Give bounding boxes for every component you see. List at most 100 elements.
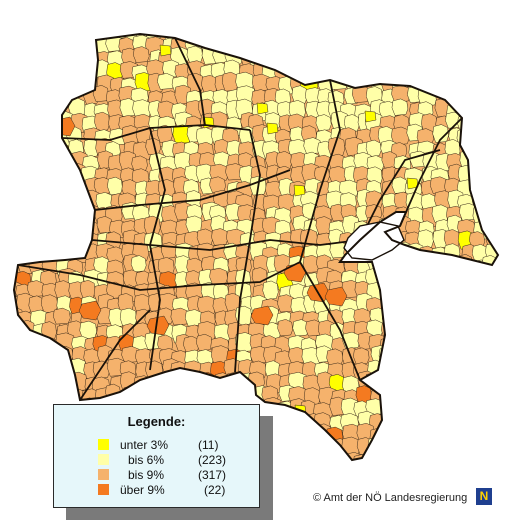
municipality: [29, 34, 47, 53]
municipality: [28, 116, 45, 136]
municipality: [486, 464, 504, 481]
municipality: [130, 255, 147, 273]
municipality: [302, 34, 320, 52]
municipality: [248, 34, 268, 54]
municipality: [145, 376, 164, 397]
municipality: [382, 37, 403, 54]
municipality: [106, 246, 125, 264]
municipality: [501, 271, 518, 291]
municipality: [28, 219, 45, 240]
legend-count: (11): [198, 438, 219, 452]
municipality: [382, 294, 401, 312]
municipality: [432, 76, 452, 94]
municipality: [14, 397, 19, 415]
municipality: [486, 347, 498, 367]
municipality: [496, 179, 498, 199]
municipality: [58, 219, 77, 238]
municipality: [420, 34, 437, 51]
municipality: [485, 360, 498, 378]
municipality: [301, 454, 319, 460]
municipality: [41, 230, 58, 248]
municipality: [458, 60, 478, 78]
municipality: [277, 319, 293, 337]
municipality: [495, 98, 498, 119]
municipality: [79, 320, 97, 340]
municipality: [291, 423, 310, 444]
municipality: [486, 167, 498, 187]
municipality: [174, 373, 192, 392]
municipality: [431, 385, 448, 406]
municipality: [157, 73, 175, 90]
municipality: [41, 45, 60, 64]
municipality: [473, 414, 491, 434]
municipality: [435, 310, 453, 331]
municipality: [391, 386, 409, 405]
municipality: [495, 61, 498, 79]
municipality: [212, 34, 230, 38]
municipality: [16, 423, 34, 441]
legend-title: Legende:: [127, 414, 186, 429]
municipality: [470, 59, 489, 81]
municipality: [188, 374, 208, 392]
municipality: [367, 359, 384, 380]
municipality: [391, 436, 408, 455]
municipality: [471, 346, 490, 366]
municipality: [443, 229, 461, 248]
municipality: [391, 322, 408, 340]
municipality: [417, 467, 435, 484]
municipality: [482, 323, 498, 341]
municipality: [404, 46, 422, 65]
municipality: [431, 204, 449, 223]
municipality: [107, 176, 123, 196]
municipality: [404, 397, 422, 417]
municipality: [444, 350, 461, 369]
municipality: [365, 139, 382, 157]
municipality: [472, 359, 490, 379]
municipality: [29, 360, 48, 378]
municipality: [405, 38, 422, 58]
municipality: [133, 46, 150, 63]
municipality: [313, 451, 334, 460]
municipality: [380, 396, 397, 417]
municipality: [420, 372, 437, 393]
municipality: [41, 111, 60, 132]
municipality: [339, 34, 356, 38]
municipality: [381, 452, 401, 460]
municipality: [406, 331, 422, 352]
municipality: [501, 439, 517, 458]
municipality: [418, 362, 435, 380]
municipality: [14, 324, 25, 344]
municipality: [444, 243, 461, 261]
municipality: [486, 48, 498, 68]
municipality: [435, 59, 454, 77]
municipality: [70, 48, 90, 66]
municipality: [404, 448, 424, 460]
legend-swatch: [98, 469, 109, 480]
municipality: [186, 45, 203, 64]
municipality: [474, 441, 493, 460]
municipality: [460, 74, 480, 93]
municipality: [264, 50, 284, 68]
municipality: [417, 307, 437, 325]
municipality: [485, 219, 498, 240]
municipality: [408, 271, 425, 290]
municipality: [53, 231, 71, 252]
municipality: [68, 34, 86, 45]
municipality: [431, 295, 449, 314]
district-boundary: [399, 117, 463, 227]
municipality: [432, 49, 452, 69]
municipality: [356, 51, 374, 70]
municipality: [471, 102, 489, 121]
legend-swatch: [98, 484, 109, 495]
municipality: [405, 427, 421, 446]
legend-count: (317): [198, 468, 227, 482]
municipality: [473, 85, 493, 103]
municipality: [485, 75, 498, 93]
municipality: [469, 426, 490, 445]
municipality: [299, 47, 319, 69]
legend-label: bis 9%: [128, 468, 165, 482]
municipality: [17, 206, 34, 225]
municipality: [483, 284, 498, 304]
municipality: [405, 305, 423, 325]
municipality: [448, 76, 467, 95]
